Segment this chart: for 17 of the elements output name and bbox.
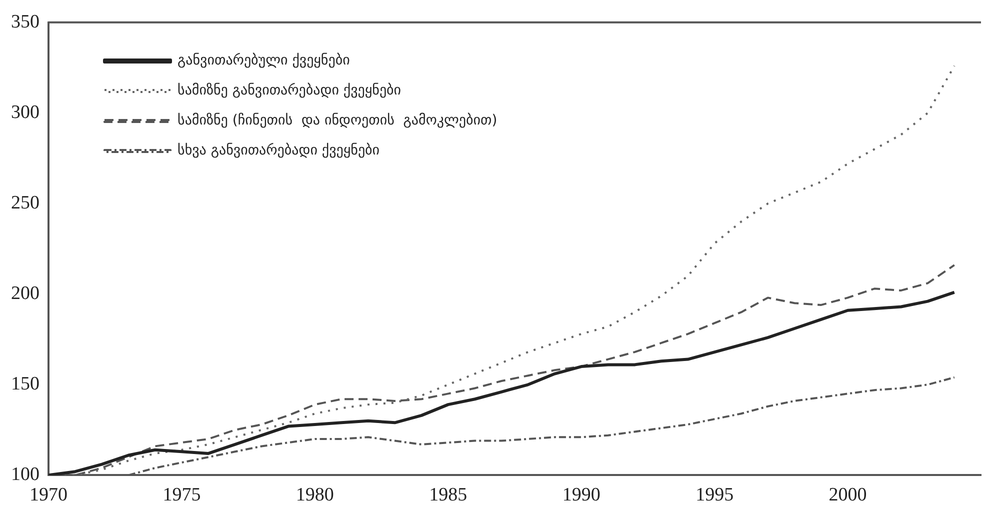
- x-tick-label: 1990: [562, 484, 600, 506]
- legend-label: სხვა განვითარებადი ქვეყნები: [178, 142, 380, 159]
- legend-label: სამიზნე განვითარებადი ქვეყნები: [178, 82, 402, 99]
- y-tick-label: 300: [11, 102, 40, 123]
- x-tick-label: 1985: [429, 484, 468, 506]
- y-tick-label: 150: [11, 374, 40, 395]
- legend-label: სამიზნე (ჩინეთის და ინდოეთის გამოკლებით): [178, 112, 498, 129]
- x-tick-label: 1995: [696, 484, 734, 506]
- x-tick-label: 1980: [296, 484, 334, 506]
- legend-label: განვითარებული ქვეყნები: [178, 52, 350, 69]
- y-tick-label: 200: [11, 283, 40, 304]
- x-tick-label: 2000: [828, 484, 867, 506]
- x-tick-label: 1975: [162, 484, 201, 506]
- y-tick-label: 100: [11, 464, 40, 486]
- y-tick-label: 350: [11, 11, 40, 32]
- x-tick-label: 1970: [30, 484, 68, 506]
- y-tick-label: 250: [11, 192, 40, 214]
